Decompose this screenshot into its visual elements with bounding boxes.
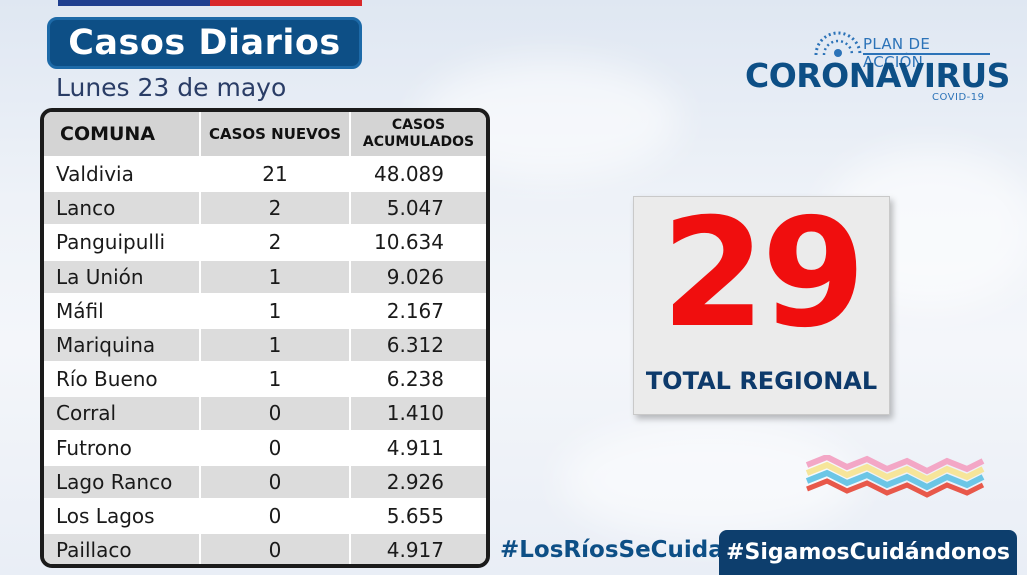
casos-nuevos-cell: 1 xyxy=(200,293,351,329)
casos-nuevos-cell: 0 xyxy=(200,430,351,466)
casos-nuevos-cell: 1 xyxy=(200,327,351,364)
page-title: Casos Diarios xyxy=(68,23,341,63)
comuna-cell: Mariquina xyxy=(44,327,201,364)
comuna-cell: Lanco xyxy=(44,191,201,227)
report-date: Lunes 23 de mayo xyxy=(56,73,287,102)
total-regional-box: 29 TOTAL REGIONAL xyxy=(633,196,890,415)
table-row: Paillaco 0 4.917 xyxy=(44,533,486,564)
table-row: Río Bueno 1 6.238 xyxy=(44,362,486,398)
table-row: Los Lagos 0 5.655 xyxy=(44,498,486,535)
comuna-cell: Máfil xyxy=(44,293,201,329)
casos-nuevos-cell: 1 xyxy=(200,362,351,398)
casos-acumulados-cell: 6.238 xyxy=(350,362,486,398)
table-row: Corral 0 1.410 xyxy=(44,396,486,432)
title-badge: Casos Diarios xyxy=(47,17,362,69)
casos-nuevos-cell: 0 xyxy=(200,498,351,535)
table-body: Valdivia 21 48.089 Lanco 2 5.047 Panguipulli 2 1… xyxy=(44,157,486,564)
casos-acumulados-cell: 2.926 xyxy=(350,464,486,500)
coronavirus-logo: PLAN DE ACCIÓN CORONAVIRUS COVID-19 xyxy=(742,26,1010,106)
comuna-cell: Río Bueno xyxy=(44,362,201,398)
casos-nuevos-cell: 0 xyxy=(200,396,351,432)
total-value: 29 xyxy=(661,187,866,361)
comuna-cell: Futrono xyxy=(44,430,201,466)
logo-subtitle: COVID-19 xyxy=(932,92,985,103)
casos-nuevos-cell: 2 xyxy=(200,225,351,261)
hashtag-los-rios: #LosRíosSeCuida xyxy=(500,537,724,563)
casos-acumulados-cell: 10.634 xyxy=(350,225,486,261)
total-label: TOTAL REGIONAL xyxy=(645,367,878,395)
casos-nuevos-cell: 2 xyxy=(200,191,351,227)
header-casos-nuevos: CASOS NUEVOS xyxy=(200,112,351,158)
casos-nuevos-cell: 1 xyxy=(200,259,351,295)
comuna-cell: Lago Ranco xyxy=(44,464,201,500)
decorative-waves-icon xyxy=(805,455,985,498)
logo-name: CORONAVIRUS xyxy=(745,56,1010,95)
comuna-cell: Corral xyxy=(44,396,201,432)
table-row: Lago Ranco 0 2.926 xyxy=(44,464,486,500)
casos-acumulados-cell: 1.410 xyxy=(350,396,486,432)
casos-acumulados-cell: 9.026 xyxy=(350,259,486,295)
cases-table: COMUNA CASOS NUEVOS CASOS ACUMULADOS Val… xyxy=(40,108,490,568)
comuna-cell: La Unión xyxy=(44,259,201,295)
casos-acumulados-cell: 48.089 xyxy=(350,157,486,193)
casos-acumulados-cell: 6.312 xyxy=(350,327,486,364)
virus-icon xyxy=(814,31,862,57)
casos-nuevos-cell: 0 xyxy=(200,533,351,564)
header-casos-acumulados: CASOS ACUMULADOS xyxy=(350,112,486,158)
table-row: Panguipulli 2 10.634 xyxy=(44,225,486,261)
comuna-cell: Los Lagos xyxy=(44,498,201,535)
flag-stripe xyxy=(58,0,362,6)
table-row: Mariquina 1 6.312 xyxy=(44,327,486,364)
logo-underline xyxy=(863,53,990,55)
casos-acumulados-cell: 4.911 xyxy=(350,430,486,466)
casos-nuevos-cell: 21 xyxy=(200,157,351,193)
logo-plan-text: PLAN DE ACCIÓN xyxy=(863,35,931,71)
comuna-cell: Panguipulli xyxy=(44,225,201,261)
table-row: Lanco 2 5.047 xyxy=(44,191,486,227)
table-row: Futrono 0 4.911 xyxy=(44,430,486,466)
header-comuna: COMUNA xyxy=(44,112,201,158)
hashtag-sigamos: #SigamosCuidándonos xyxy=(719,530,1017,575)
comuna-cell: Paillaco xyxy=(44,533,201,564)
table-row: Máfil 1 2.167 xyxy=(44,293,486,329)
table-row: La Unión 1 9.026 xyxy=(44,259,486,295)
casos-nuevos-cell: 0 xyxy=(200,464,351,500)
casos-acumulados-cell: 5.655 xyxy=(350,498,486,535)
comuna-cell: Valdivia xyxy=(44,157,201,193)
table-row: Valdivia 21 48.089 xyxy=(44,157,486,193)
casos-acumulados-cell: 5.047 xyxy=(350,191,486,227)
casos-acumulados-cell: 4.917 xyxy=(350,533,486,564)
casos-acumulados-cell: 2.167 xyxy=(350,293,486,329)
